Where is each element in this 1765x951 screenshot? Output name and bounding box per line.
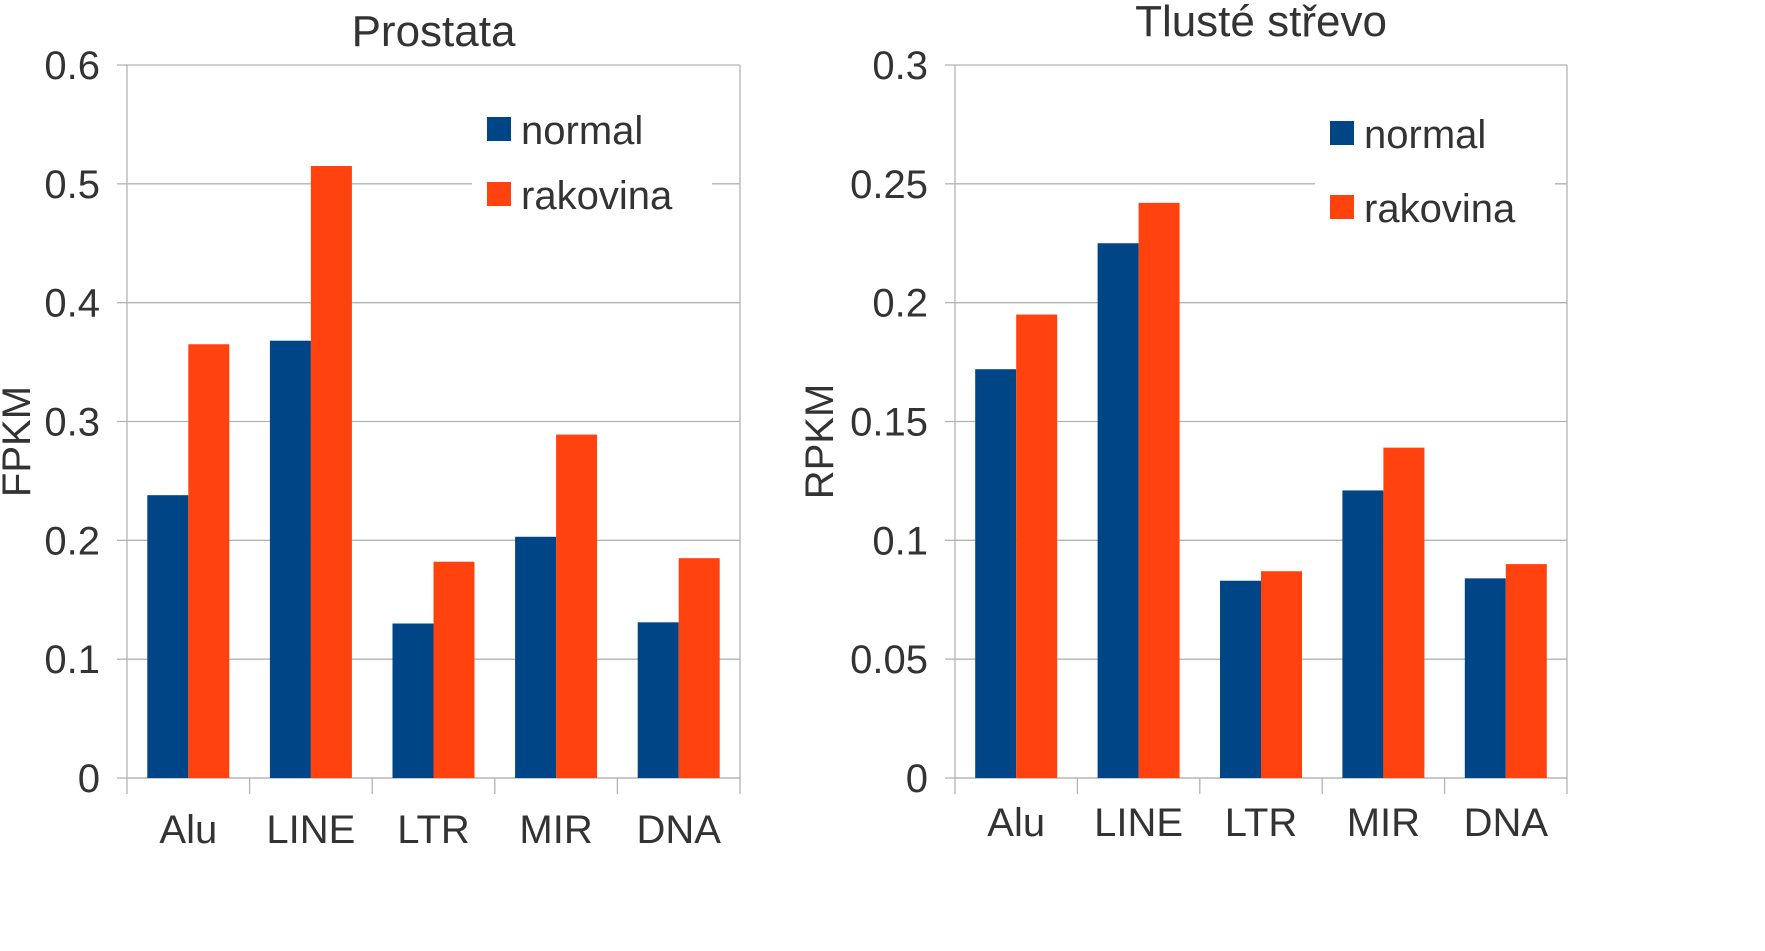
y-tick-label: 0.1 xyxy=(872,519,928,563)
bar-alu-rakovina xyxy=(1016,314,1058,778)
x-tick-label-ltr: LTR xyxy=(397,808,470,852)
bar-line-rakovina xyxy=(310,166,352,779)
legend-background xyxy=(1315,96,1555,240)
bar-dna-normal xyxy=(1464,578,1506,778)
bar-alu-rakovina xyxy=(188,344,230,778)
legend-swatch-rakovina xyxy=(1330,195,1354,219)
legend-swatch-normal xyxy=(1330,121,1354,145)
legend-label-normal: normal xyxy=(521,109,643,153)
y-tick-label: 0.2 xyxy=(872,282,928,326)
x-tick-label-alu: Alu xyxy=(987,801,1045,845)
bar-dna-rakovina xyxy=(678,558,720,778)
y-tick-label: 0.1 xyxy=(44,638,100,682)
x-tick-label-dna: DNA xyxy=(636,808,721,852)
x-tick-label-line: LINE xyxy=(1094,801,1183,845)
y-tick-label: 0.3 xyxy=(44,401,100,445)
legend-label-rakovina: rakovina xyxy=(521,174,673,218)
x-tick-label-line: LINE xyxy=(266,808,355,852)
y-tick-label: 0.25 xyxy=(850,163,928,207)
chart-prostata: 0 0.1 0.2 0.3 0.4 0.5 0.6 Alu LINE LTR MIR DNA Prost… xyxy=(0,7,741,852)
chart-title: Tlusté střevo xyxy=(1135,0,1387,46)
y-tick-label: 0.2 xyxy=(44,519,100,563)
bar-ltr-normal xyxy=(392,623,434,778)
x-tick-label-mir: MIR xyxy=(519,808,592,852)
bar-ltr-rakovina xyxy=(433,561,475,778)
bar-line-normal xyxy=(269,340,311,778)
chart-title: Prostata xyxy=(352,7,516,56)
y-axis-label: RPKM xyxy=(798,384,842,500)
y-tick-label: 0.6 xyxy=(44,44,100,88)
bar-ltr-normal xyxy=(1220,580,1261,778)
y-tick-label: 0.3 xyxy=(872,44,928,88)
legend-swatch-rakovina xyxy=(487,182,511,206)
x-tick-label-dna: DNA xyxy=(1464,801,1549,845)
bar-alu-normal xyxy=(975,369,1017,778)
x-tick-label-ltr: LTR xyxy=(1225,801,1298,845)
legend: normal rakovina xyxy=(472,92,712,227)
legend-swatch-normal xyxy=(487,117,511,141)
bar-line-rakovina xyxy=(1138,202,1180,778)
y-axis-label: FPKM xyxy=(0,386,39,497)
y-tick-label: 0 xyxy=(78,757,100,801)
x-tick-label-alu: Alu xyxy=(159,808,217,852)
bar-mir-rakovina xyxy=(1383,447,1425,778)
legend-background xyxy=(472,92,712,227)
legend-label-normal: normal xyxy=(1364,113,1486,157)
y-tick-label: 0.15 xyxy=(850,401,928,445)
y-tick-label: 0.05 xyxy=(850,638,928,682)
bar-ltr-rakovina xyxy=(1261,571,1302,778)
legend: normal rakovina xyxy=(1315,96,1555,240)
bar-alu-normal xyxy=(147,495,189,778)
legend-label-rakovina: rakovina xyxy=(1364,187,1516,231)
x-tick-label-mir: MIR xyxy=(1347,801,1420,845)
bar-line-normal xyxy=(1097,243,1139,778)
y-tick-label: 0 xyxy=(906,757,928,801)
bar-dna-rakovina xyxy=(1505,564,1547,778)
y-tick-label: 0.4 xyxy=(44,282,100,326)
bar-mir-normal xyxy=(1342,490,1384,778)
bar-mir-rakovina xyxy=(556,434,598,778)
bar-dna-normal xyxy=(637,622,679,778)
y-tick-label: 0.5 xyxy=(44,163,100,207)
chart-tluste-strevo: 0 0.05 0.1 0.15 0.2 0.25 0.3 Alu LINE LTR MIR DNA Tl… xyxy=(798,0,1568,845)
bar-mir-normal xyxy=(515,536,557,778)
